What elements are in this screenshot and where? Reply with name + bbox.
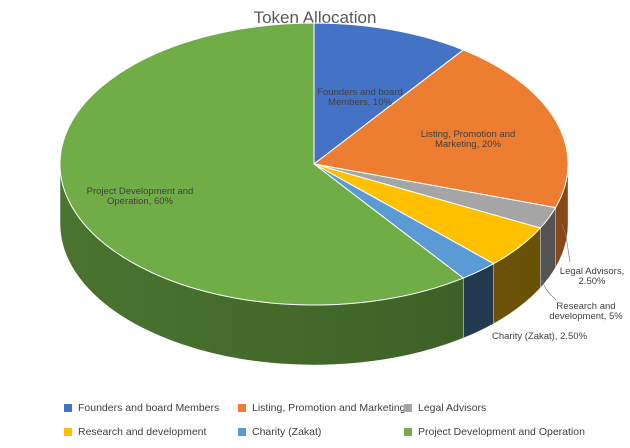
data-label-legal-advisors: Legal Advisors, 2.50% [560,266,624,287]
legend-item-research-and-development: Research and development [64,426,206,438]
leader-line [539,277,557,301]
side-shading [60,164,568,365]
pie-sides-group [59,163,569,366]
legend-item-charity-zakat: Charity (Zakat) [238,426,321,438]
leader-line [561,223,571,263]
legend-swatch [64,404,72,412]
legend-label: Project Development and Operation [418,426,585,438]
legend-item-legal-advisors: Legal Advisors [404,402,486,414]
pie-labels-group: Founders and board Members, 10% Listing, P… [87,87,625,342]
data-label-listing-promotion-and-marketing: Listing, Promotion and Marketing, 20% [421,129,516,150]
legend-label: Founders and board Members [78,402,220,414]
legend-swatch [238,404,246,412]
legend-label: Listing, Promotion and Marketing [252,402,406,414]
legend-swatch [64,428,72,436]
slice-project-development-and-operation [59,22,465,306]
data-label-research-and-development: Research and development, 5% [549,301,623,322]
slice-listing-promotion-and-marketing [312,49,569,209]
legend-swatch [404,428,412,436]
legend-swatch [238,428,246,436]
legend-label: Charity (Zakat) [252,426,322,438]
pie-tops-group [59,22,569,306]
legend-item-founders-and-board-members: Founders and board Members [64,402,219,414]
legend-swatch [404,404,412,412]
slice-founders-and-board-members [313,22,465,166]
data-label-founders-and-board-members: Founders and board Members, 10% [317,87,403,108]
data-label-charity-zakat: Charity (Zakat), 2.50% [492,331,588,342]
legend-item-project-development-and-operation: Project Development and Operation [404,426,585,438]
legend-label: Research and development [78,426,207,438]
legend-item-listing-promotion-and-marketing: Listing, Promotion and Marketing [238,402,406,414]
chart-title: Token Allocation [253,8,377,27]
legend-label: Legal Advisors [418,402,487,414]
data-label-project-development-and-operation: Project Development and Operation, 60% [87,186,194,207]
